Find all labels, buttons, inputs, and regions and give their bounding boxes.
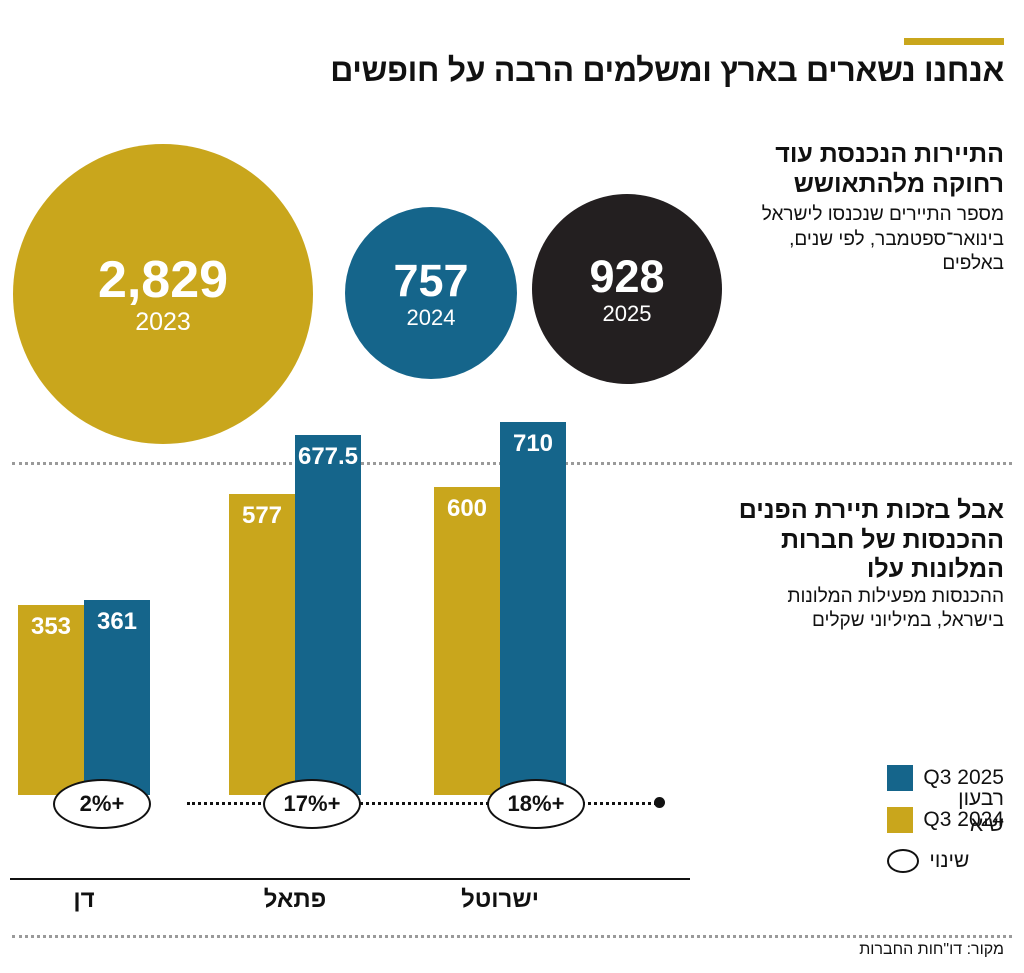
peak-annotation: רבעון שיא [958, 786, 1004, 837]
bar-dan-q3-2024-label: 353 [30, 613, 72, 640]
change-badge-isrotel: +18% [487, 779, 585, 829]
page-title: אנחנו נשארים בארץ ומשלמים הרבה על חופשים [330, 52, 1004, 88]
bubble-2023-year: 2023 [135, 307, 191, 336]
bar-dan-q3-2024: 353 [18, 605, 84, 795]
group-label-dan: דן [73, 886, 95, 913]
bubbles-headline: התיירות הנכנסת עוד רחוקה מלהתאושש [775, 140, 1004, 198]
legend-swatch-q3-2024 [887, 807, 914, 833]
peak-annotation-line2: שיא [970, 812, 1004, 836]
group-label-fattal: פתאל [263, 886, 327, 913]
change-badge-dan: +2% [53, 779, 151, 829]
section-divider-bottom [12, 935, 1012, 938]
bar-dan-q3-2025: 361 [84, 600, 150, 795]
legend-swatch-q3-2025 [887, 765, 914, 791]
bubbles-body: מספר התיירים שנכנסו לישראל בינואר־ספטמבר… [761, 204, 1004, 275]
source-note: מקור: דו"חות החברות [859, 941, 1004, 958]
legend-label-q3-2024: Q3 2024 [923, 808, 1004, 831]
legend-item-change: שינוי [887, 849, 1004, 873]
bar-fattal-q3-2025-label: 677.5 [297, 443, 359, 470]
group-label-isrotel: ישרוטל [461, 886, 539, 913]
hotel-revenue-bar-chart: 600 710 577 677.5 353 361 +18% +17% +2% [0, 422, 700, 890]
legend-swatch-change [887, 849, 920, 873]
bubbles-section-text: התיירות הנכנסת עוד רחוקה מלהתאושש מספר ה… [754, 140, 1004, 277]
bar-isrotel-q3-2024-label: 600 [446, 495, 488, 522]
chart-legend: Q3 2025 Q3 2024 שינוי [887, 765, 1004, 889]
chart-baseline [10, 878, 690, 880]
bar-fattal-q3-2025: 677.5 [295, 435, 361, 795]
bars-section-text: אבל בזכות תיירת הפנים ההכנסות של חברות ה… [734, 496, 1004, 634]
bubble-2025-value: 928 [589, 250, 665, 302]
bubble-2025-year: 2025 [602, 300, 652, 326]
bar-isrotel-q3-2025: 710 [500, 422, 566, 795]
change-badge-fattal: +17% [263, 779, 361, 829]
bars-body: ההכנסות מפעילות המלונות בישראל, במיליוני… [787, 585, 1004, 632]
bars-headline: אבל בזכות תיירת הפנים ההכנסות של חברות ה… [738, 496, 1004, 583]
bubble-2023: 2,829 2023 [13, 144, 313, 444]
bubble-2024-value: 757 [393, 254, 469, 306]
accent-bar [904, 38, 1004, 45]
peak-annotation-line1: רבעון [958, 787, 1004, 810]
bar-isrotel-q3-2024: 600 [434, 487, 500, 795]
peak-leader-line [187, 802, 662, 805]
bubble-2023-value: 2,829 [97, 250, 229, 309]
legend-item-q3-2025: Q3 2025 [887, 765, 1004, 791]
legend-item-q3-2024: Q3 2024 [887, 807, 1004, 833]
bar-fattal-q3-2024: 577 [229, 494, 295, 795]
peak-leader-dot [654, 797, 665, 808]
bubble-2025: 928 2025 [532, 194, 722, 384]
bubble-2024-year: 2024 [406, 304, 456, 330]
bubble-2024: 757 2024 [345, 207, 517, 379]
legend-label-change: שינוי [929, 849, 970, 872]
bar-dan-q3-2025-label: 361 [96, 608, 138, 635]
legend-label-q3-2025: Q3 2025 [923, 766, 1004, 789]
bar-isrotel-q3-2025-label: 710 [512, 430, 554, 457]
bar-fattal-q3-2024-label: 577 [241, 502, 283, 529]
